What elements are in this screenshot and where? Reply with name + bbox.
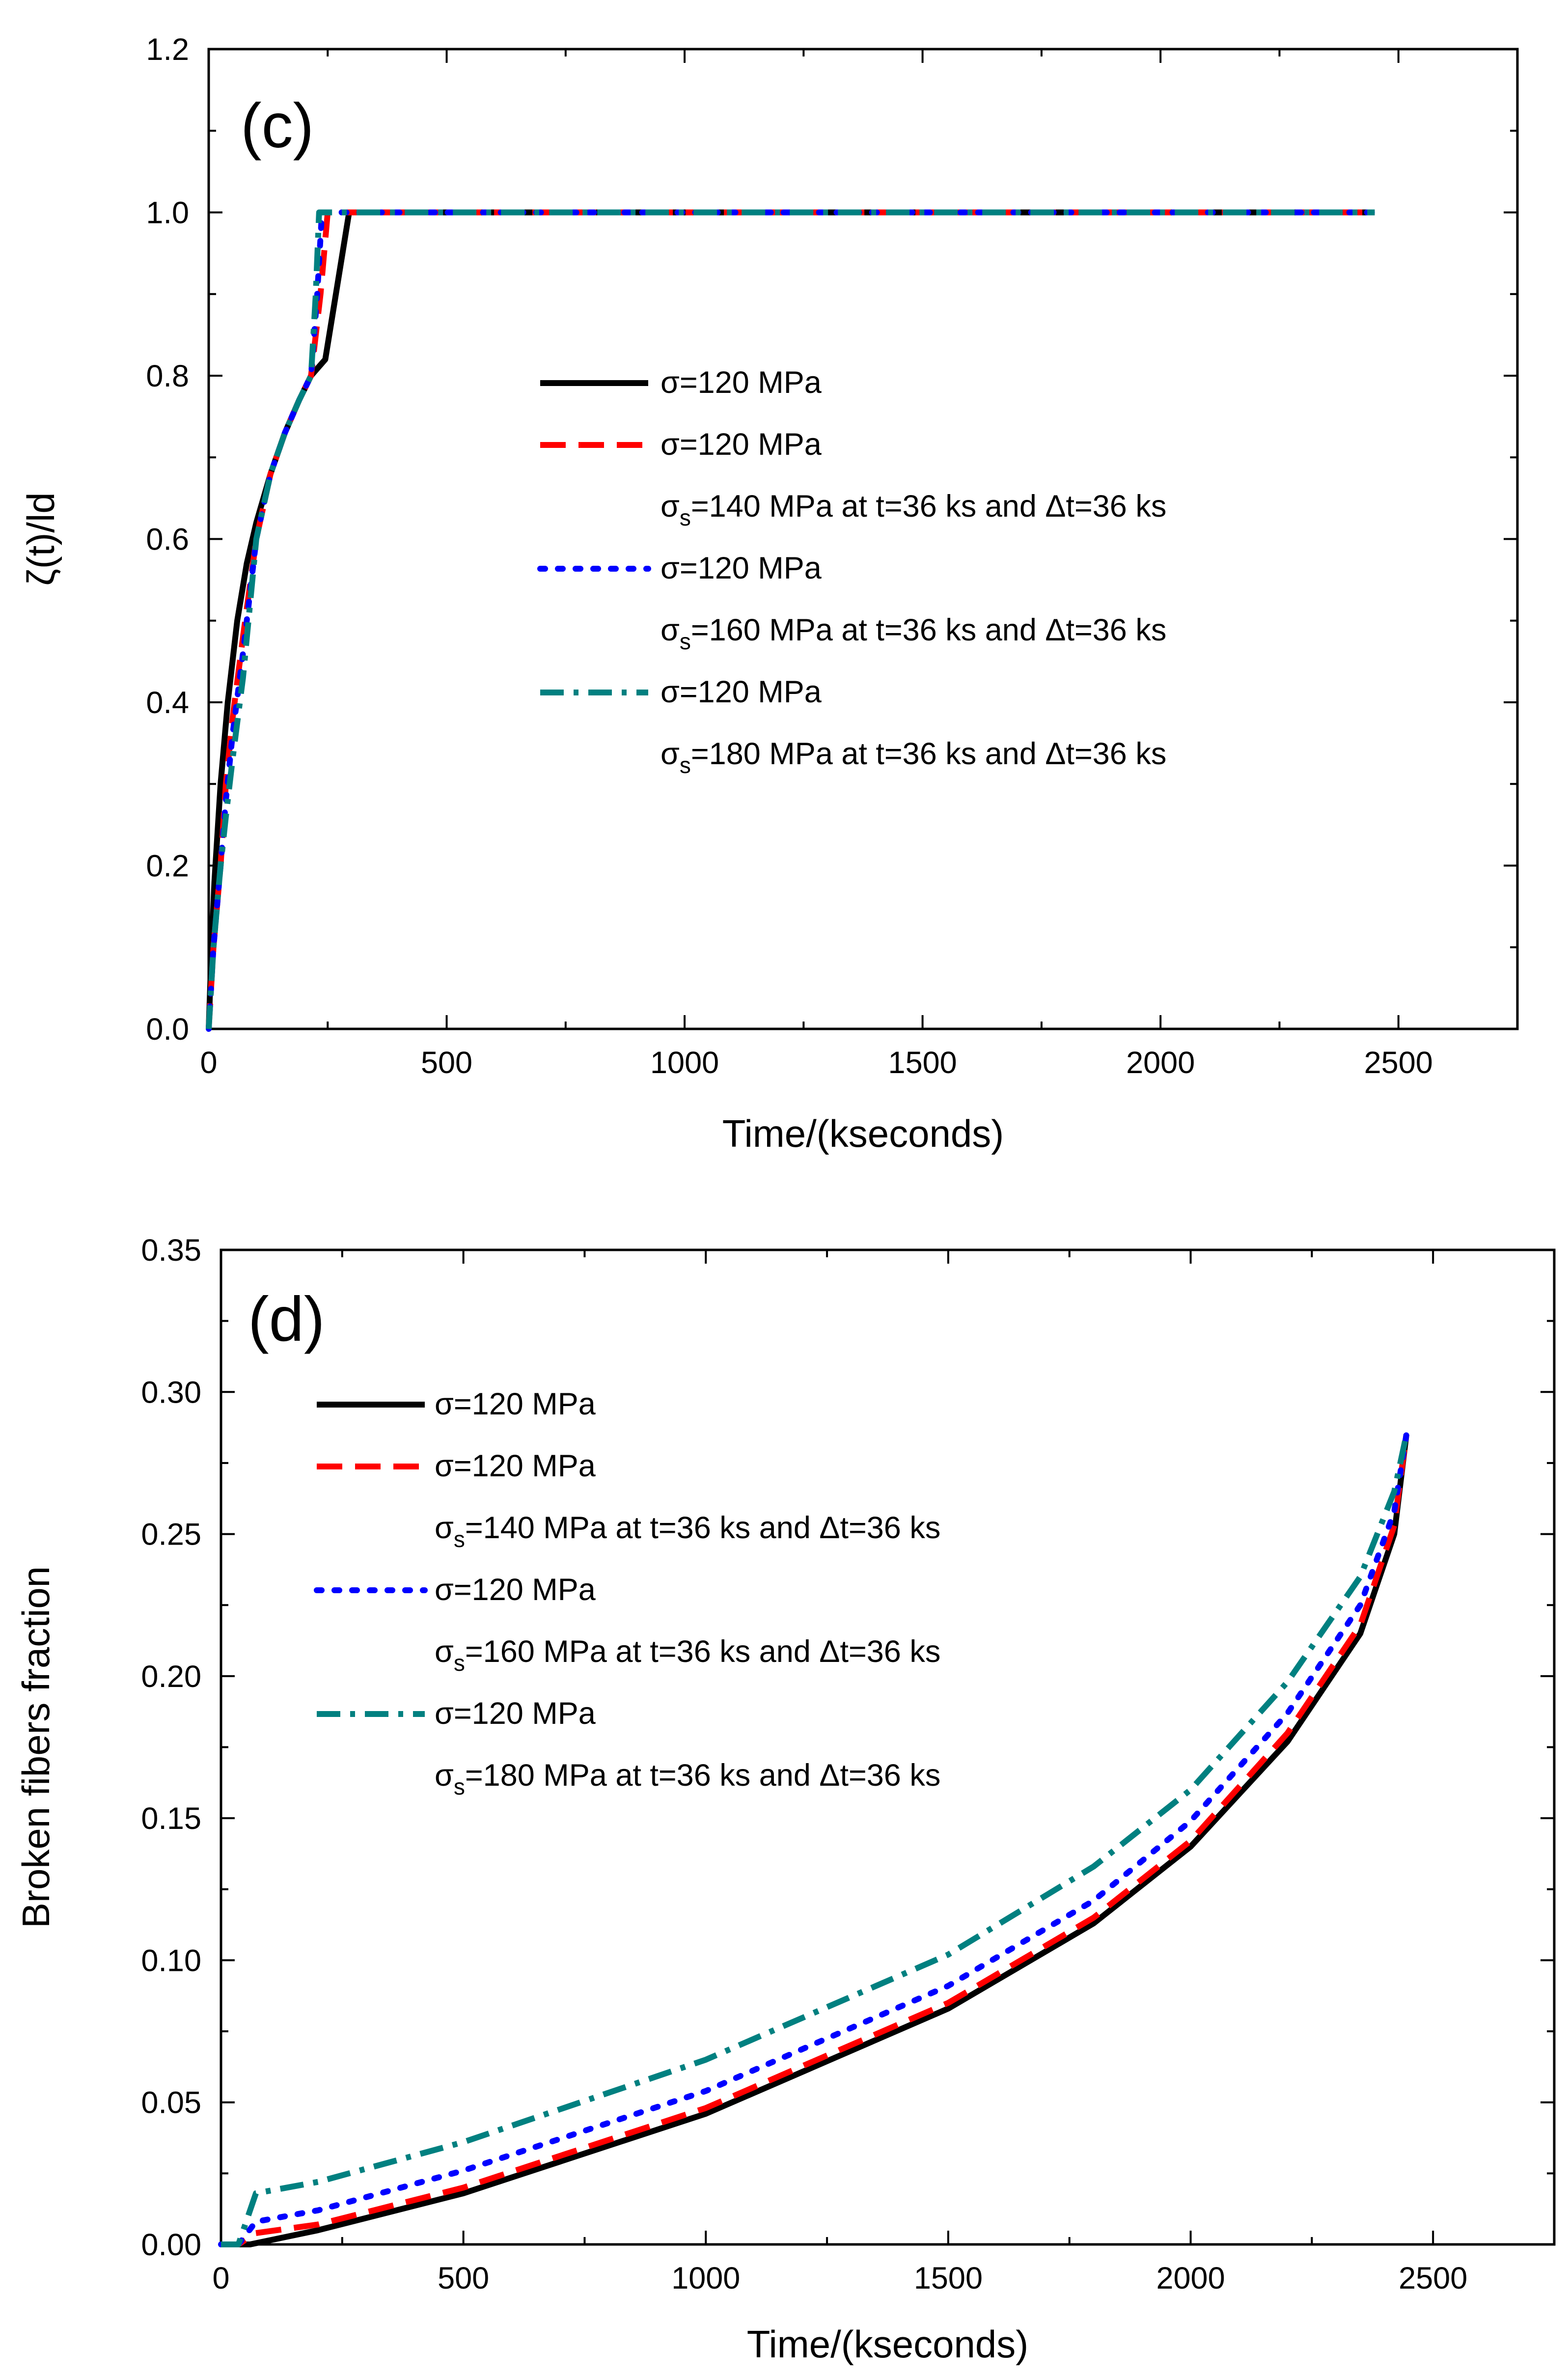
- y-tick-label: 1.2: [146, 32, 189, 67]
- x-tick-label: 2000: [1126, 1046, 1195, 1080]
- y-tick-label: 0.05: [141, 2086, 201, 2120]
- series-line-4: [206, 209, 1375, 1029]
- y-tick-label: 0.35: [141, 1233, 201, 1268]
- plot-frame: [207, 48, 1519, 1030]
- legend-entry-label: σs=140 MPa at t=36 ks and Δt=36 ks: [435, 1511, 940, 1552]
- y-tick-label: 0.4: [146, 686, 189, 720]
- legend-entry-label: σ=120 MPa: [435, 1573, 596, 1607]
- series-line-4: [221, 1434, 1409, 2247]
- x-tick-label: 500: [438, 2261, 489, 2295]
- y-tick-label: 0.15: [141, 1801, 201, 1836]
- panel-c-chart: 0 500 1000 1500 2000 2500 0.0 0.2 0.4 0.6 0.8 1.0 1.…: [19, 32, 1519, 1155]
- legend-entry-label: σs=160 MPa at t=36 ks and Δt=36 ks: [435, 1634, 940, 1676]
- y-tick-label: 0.00: [141, 2228, 201, 2262]
- legend-entry-label: σ=120 MPa: [660, 365, 822, 400]
- legend-entry-label: σ=120 MPa: [660, 675, 822, 709]
- y-tick-label: 0.10: [141, 1943, 201, 1978]
- y-tick-label: 0.6: [146, 523, 189, 557]
- legend-entry-label: σs=180 MPa at t=36 ks and Δt=36 ks: [435, 1758, 940, 1799]
- x-tick-label: 1000: [671, 2261, 740, 2295]
- y-tick-label: 0.30: [141, 1375, 201, 1410]
- legend-entry-label: σ=120 MPa: [435, 1696, 596, 1731]
- x-axis-label: Time/(kseconds): [747, 2323, 1029, 2366]
- legend-entry-label: σ=120 MPa: [660, 427, 822, 462]
- y-tick-label: 1.0: [146, 196, 189, 230]
- series-line-3: [218, 1432, 1409, 2247]
- x-tick-label: 0: [200, 1046, 217, 1080]
- x-tick-label: 1500: [914, 2261, 983, 2295]
- legend: σ=120 MPa σ=120 MPa σs=140 MPa at t=36 ks …: [537, 365, 1166, 778]
- legend: σ=120 MPa σ=120 MPa σs=140 MPa at t=36 ks …: [314, 1387, 940, 1799]
- legend-entry-label: σs=140 MPa at t=36 ks and Δt=36 ks: [660, 489, 1166, 530]
- x-tick-label: 2500: [1364, 1046, 1433, 1080]
- x-axis-label: Time/(kseconds): [722, 1112, 1004, 1155]
- x-tick-label: 2500: [1399, 2261, 1467, 2295]
- legend-entry-label: σs=160 MPa at t=36 ks and Δt=36 ks: [660, 613, 1166, 654]
- legend-entry-label: σ=120 MPa: [660, 551, 822, 585]
- legend-entry-label: σ=120 MPa: [435, 1449, 596, 1483]
- y-axis-label: ζ(t)/ld: [19, 492, 62, 585]
- x-tick-label: 2000: [1156, 2261, 1225, 2295]
- legend-entry-label: σs=180 MPa at t=36 ks and Δt=36 ks: [660, 737, 1166, 778]
- x-tick-label: 1000: [650, 1046, 719, 1080]
- series-line-1: [221, 1434, 1409, 2247]
- y-axis-label: Broken fibers fraction: [14, 1566, 57, 1928]
- y-tick-label: 0.25: [141, 1518, 201, 1552]
- panel-d-chart: 0 500 1000 1500 2000 2500 0.00 0.05 0.10 0.15 0.20…: [14, 1233, 1556, 2366]
- y-tick-label: 0.2: [146, 849, 189, 884]
- x-tick-label: 1500: [888, 1046, 957, 1080]
- plot-frame: [220, 1248, 1556, 2246]
- panel-label: (d): [248, 1284, 325, 1355]
- x-tick-label: 0: [212, 2261, 229, 2295]
- x-tick-label: 500: [421, 1046, 472, 1080]
- y-tick-label: 0.20: [141, 1659, 201, 1694]
- series-line-2: [221, 1434, 1409, 2247]
- y-tick-label: 0.8: [146, 359, 189, 393]
- y-tick-label: 0.0: [146, 1012, 189, 1047]
- legend-entry-label: σ=120 MPa: [435, 1387, 596, 1421]
- panel-label: (c): [241, 91, 314, 161]
